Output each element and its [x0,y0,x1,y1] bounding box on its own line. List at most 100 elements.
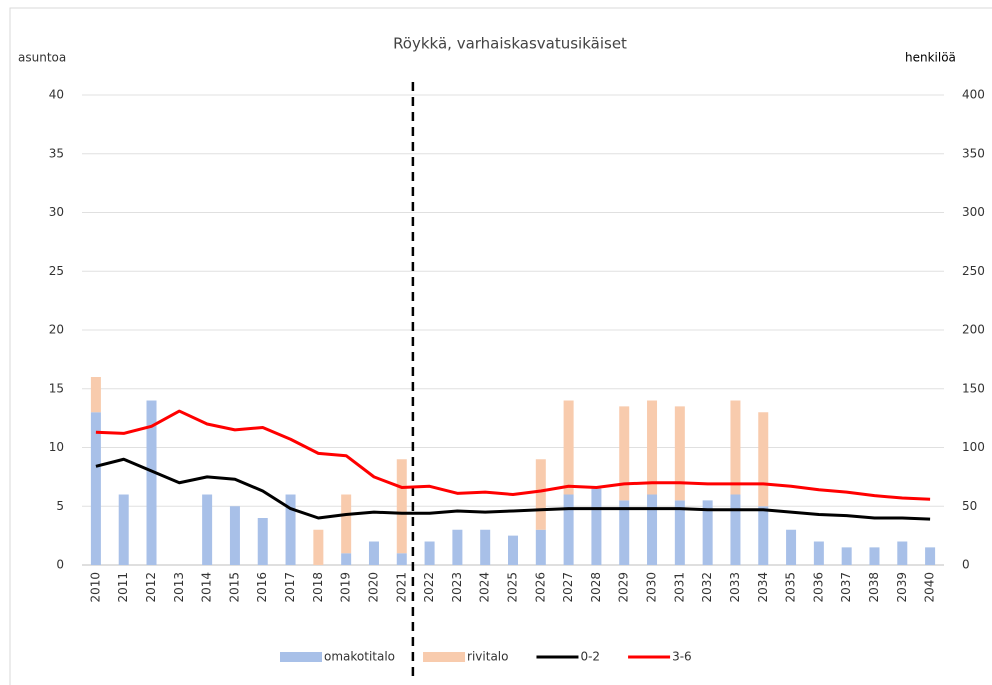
y2-tick-label: 200 [962,323,985,337]
y-tick-label: 20 [49,323,64,337]
x-tick-label: 2024 [478,572,492,603]
x-tick-label: 2023 [450,572,464,603]
bar [758,506,769,565]
bar [480,529,491,565]
x-tick-label: 2030 [645,572,659,603]
x-tick-label: 2019 [339,572,353,603]
bar [452,529,463,565]
bar [702,500,713,565]
bar [591,488,602,565]
x-tick-label: 2010 [88,572,102,603]
bar [730,494,741,565]
bar [535,459,546,530]
bar [90,377,101,413]
bar [619,406,630,501]
bar [647,494,658,565]
bar [90,412,101,565]
x-tick-label: 2028 [589,572,603,603]
bar [674,406,685,501]
y2-tick-label: 50 [962,499,977,513]
y-tick-label: 15 [49,381,64,395]
x-tick-label: 2039 [895,572,909,603]
bar [674,500,685,565]
bar [396,459,407,554]
x-tick-label: 2034 [756,572,770,603]
x-tick-label: 2017 [283,572,297,603]
x-tick-label: 2035 [784,572,798,603]
y-axis-title: asuntoa [18,51,66,65]
x-tick-label: 2038 [867,572,881,603]
chart-frame [9,7,992,685]
y-tick-label: 30 [49,205,64,219]
bar [368,541,379,565]
bar [229,506,240,565]
x-tick-label: 2021 [394,572,408,603]
x-tick-label: 2033 [728,572,742,603]
bar [925,547,936,565]
bar [424,541,435,565]
bar [813,541,824,565]
line [95,409,931,501]
x-tick-label: 2016 [255,572,269,603]
x-tick-label: 2022 [422,572,436,603]
y2-tick-label: 350 [962,146,985,160]
x-tick-label: 2015 [227,572,241,603]
x-tick-label: 2029 [617,572,631,603]
x-tick-label: 2037 [839,572,853,603]
legend-swatch [423,652,466,662]
legend-label: omakotitalo [324,650,395,664]
x-tick-label: 2013 [172,572,186,603]
y2-tick-label: 300 [962,205,985,219]
legend-label: 3-6 [672,650,692,664]
y2-tick-label: 400 [962,88,985,102]
bar [118,494,129,565]
bar [341,553,352,565]
legend-swatch [280,652,322,662]
x-tick-label: 2032 [700,572,714,603]
legend-label: 0-2 [580,650,600,664]
bar [563,494,574,565]
bar [619,500,630,565]
x-tick-label: 2031 [672,572,686,603]
x-tick-label: 2011 [116,572,130,603]
chart-title: Röykkä, varhaiskasvatusikäiset [393,35,627,53]
bar [897,541,908,565]
y2-tick-label: 100 [962,440,985,454]
x-tick-label: 2036 [811,572,825,603]
bar [508,535,518,565]
x-tick-label: 2018 [311,572,325,603]
x-tick-label: 2014 [200,572,214,603]
y-tick-label: 25 [49,264,64,278]
y2-axis-title: henkilöä [905,51,956,65]
bar [313,529,324,565]
bar [202,494,213,565]
x-tick-label: 2040 [923,572,937,603]
line [95,457,931,521]
y-tick-label: 40 [49,88,64,102]
y2-tick-label: 250 [962,264,985,278]
bar [257,518,268,565]
y-tick-label: 35 [49,146,64,160]
bar [786,529,797,565]
bar [535,529,546,565]
y2-tick-label: 0 [962,558,970,572]
bar [396,553,407,565]
x-tick-label: 2025 [506,572,520,603]
y2-tick-label: 150 [962,381,985,395]
bar [563,400,574,495]
bar [758,412,769,507]
bar [841,547,852,565]
x-tick-label: 2020 [366,572,380,603]
bar [647,400,658,495]
legend-label: rivitalo [467,650,508,664]
bar [146,400,157,565]
bar [869,547,880,565]
x-tick-label: 2027 [561,572,575,603]
x-tick-label: 2026 [533,572,547,603]
bar [341,494,352,554]
x-tick-label: 2012 [144,572,158,603]
bar [730,400,741,495]
bar [285,494,296,565]
y-tick-label: 0 [56,558,64,572]
